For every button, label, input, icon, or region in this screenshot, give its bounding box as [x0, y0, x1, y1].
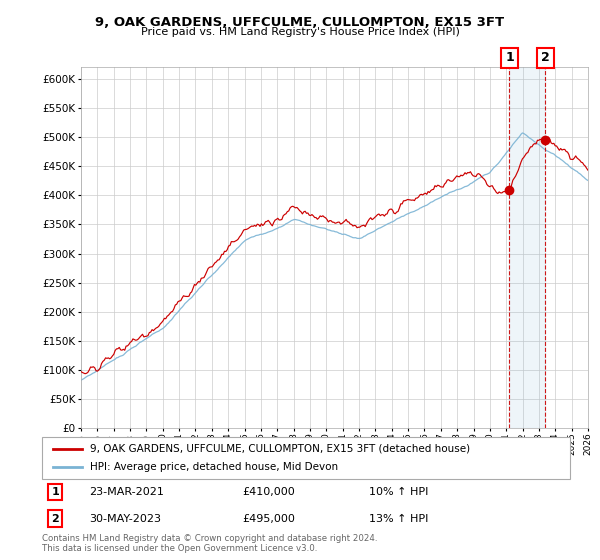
Text: Price paid vs. HM Land Registry's House Price Index (HPI): Price paid vs. HM Land Registry's House … [140, 27, 460, 37]
Bar [509, 67, 545, 428]
Text: 1: 1 [52, 487, 59, 497]
Text: 10% ↑ HPI: 10% ↑ HPI [370, 487, 429, 497]
Text: 13% ↑ HPI: 13% ↑ HPI [370, 514, 429, 524]
Text: 23-MAR-2021: 23-MAR-2021 [89, 487, 164, 497]
Text: £495,000: £495,000 [242, 514, 296, 524]
Text: 9, OAK GARDENS, UFFCULME, CULLOMPTON, EX15 3FT (detached house): 9, OAK GARDENS, UFFCULME, CULLOMPTON, EX… [89, 444, 470, 454]
Text: 1: 1 [505, 52, 514, 64]
Text: 9, OAK GARDENS, UFFCULME, CULLOMPTON, EX15 3FT: 9, OAK GARDENS, UFFCULME, CULLOMPTON, EX… [95, 16, 505, 29]
Text: HPI: Average price, detached house, Mid Devon: HPI: Average price, detached house, Mid … [89, 462, 338, 472]
FancyBboxPatch shape [42, 437, 570, 479]
Text: Contains HM Land Registry data © Crown copyright and database right 2024.
This d: Contains HM Land Registry data © Crown c… [42, 534, 377, 553]
Text: 30-MAY-2023: 30-MAY-2023 [89, 514, 161, 524]
Text: £410,000: £410,000 [242, 487, 295, 497]
Text: 2: 2 [52, 514, 59, 524]
Text: 2: 2 [541, 52, 550, 64]
